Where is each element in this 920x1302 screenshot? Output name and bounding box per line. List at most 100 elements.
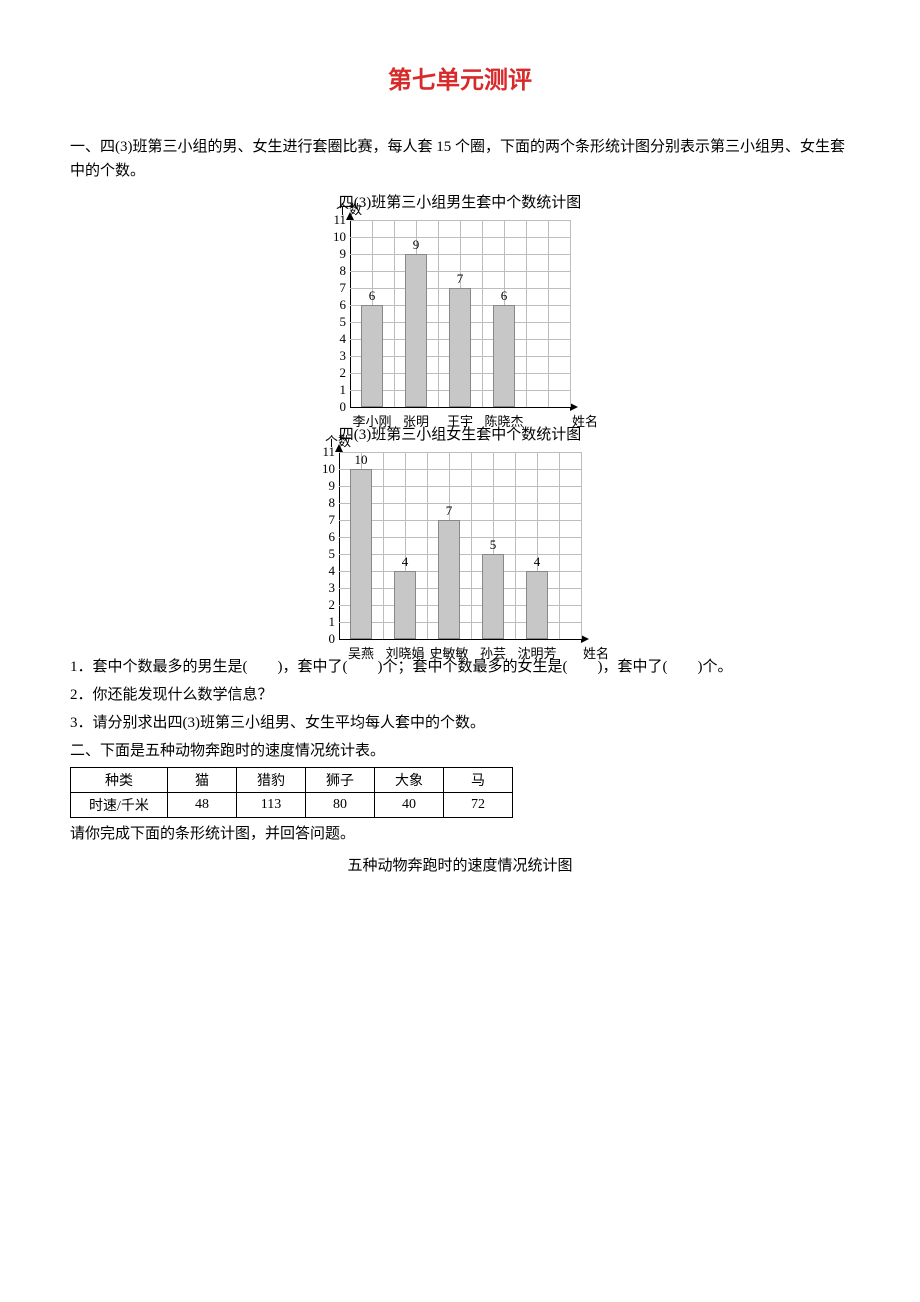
q1-intro: 一、四(3)班第三小组的男、女生进行套圈比赛，每人套 15 个圈，下面的两个条形… [70, 135, 850, 183]
y-tick-label: 7 [340, 280, 351, 296]
y-tick-label: 6 [329, 529, 340, 545]
boys-chart: 01234567891011个数姓名6李小刚9张明7王宇6陈晓杰 [350, 220, 570, 407]
y-tick-label: 0 [340, 399, 351, 415]
gridline [515, 452, 516, 639]
bar: 4 [394, 571, 416, 639]
y-tick-label: 0 [329, 631, 340, 647]
gridline [339, 537, 581, 538]
y-tick-label: 5 [340, 314, 351, 330]
x-tick-label: 沈明芳 [515, 639, 559, 662]
gridline [339, 486, 581, 487]
gridline [350, 237, 570, 238]
y-tick-label: 5 [329, 546, 340, 562]
gridline [339, 452, 581, 453]
bar: 7 [438, 520, 460, 639]
gridline [339, 503, 581, 504]
x-tick-label: 李小刚 [350, 407, 394, 430]
gridline [526, 220, 527, 407]
gridline [339, 520, 581, 521]
y-tick-label: 9 [340, 246, 351, 262]
bar-value-label: 10 [351, 452, 371, 470]
table-cell: 时速/千米 [71, 793, 168, 818]
y-tick-label: 1 [329, 614, 340, 630]
table-header-cell: 猎豹 [237, 768, 306, 793]
gridline [350, 254, 570, 255]
table-cell: 72 [444, 793, 513, 818]
x-tick-label: 孙芸 [471, 639, 515, 662]
table-row: 时速/千米48113804072 [71, 793, 513, 818]
boys-chart-title: 四(3)班第三小组男生套中个数统计图 [70, 191, 850, 212]
x-axis-title: 姓名 [581, 639, 609, 662]
q2-followup: 请你完成下面的条形统计图，并回答问题。 [70, 822, 850, 846]
table-row: 种类猫猎豹狮子大象马 [71, 768, 513, 793]
gridline [559, 452, 560, 639]
gridline [482, 220, 483, 407]
table-cell: 40 [375, 793, 444, 818]
gridline [548, 220, 549, 407]
table-header-cell: 大象 [375, 768, 444, 793]
table-header-cell: 狮子 [306, 768, 375, 793]
y-tick-label: 4 [340, 331, 351, 347]
bar-value-label: 5 [483, 537, 503, 555]
bar: 5 [482, 554, 504, 639]
gridline [383, 452, 384, 639]
gridline [471, 452, 472, 639]
bar: 4 [526, 571, 548, 639]
bar-value-label: 7 [450, 271, 470, 289]
x-tick-label: 吴燕 [339, 639, 383, 662]
y-tick-label: 2 [329, 597, 340, 613]
y-tick-label: 10 [322, 461, 339, 477]
table-cell: 113 [237, 793, 306, 818]
bar: 10 [350, 469, 372, 639]
bar-value-label: 6 [362, 288, 382, 306]
q1-sub3: 3．请分别求出四(3)班第三小组男、女生平均每人套中的个数。 [70, 711, 850, 735]
x-tick-label: 王宇 [438, 407, 482, 430]
gridline [350, 220, 570, 221]
bar: 6 [493, 305, 515, 407]
q1-sub2: 2．你还能发现什么数学信息？ [70, 683, 850, 707]
table-cell: 48 [168, 793, 237, 818]
q2-chart-title: 五种动物奔跑时的速度情况统计图 [70, 854, 850, 875]
y-tick-label: 3 [329, 580, 340, 596]
y-tick-label: 1 [340, 382, 351, 398]
gridline [438, 220, 439, 407]
bar-value-label: 4 [527, 554, 547, 572]
gridline [427, 452, 428, 639]
girls-chart: 01234567891011个数姓名10吴燕4刘晓娟7史敏敏5孙芸4沈明芳 [339, 452, 581, 639]
bar: 9 [405, 254, 427, 407]
gridline [394, 220, 395, 407]
y-tick-label: 4 [329, 563, 340, 579]
table-cell: 80 [306, 793, 375, 818]
y-tick-label: 3 [340, 348, 351, 364]
table-header-cell: 猫 [168, 768, 237, 793]
y-tick-label: 8 [340, 263, 351, 279]
bar-value-label: 6 [494, 288, 514, 306]
bar-value-label: 4 [395, 554, 415, 572]
girls-chart-wrap: 01234567891011个数姓名10吴燕4刘晓娟7史敏敏5孙芸4沈明芳 [70, 452, 850, 639]
x-tick-label: 陈晓杰 [482, 407, 526, 430]
animal-table: 种类猫猎豹狮子大象马时速/千米48113804072 [70, 767, 513, 818]
bar-value-label: 9 [406, 237, 426, 255]
y-tick-label: 2 [340, 365, 351, 381]
x-tick-label: 张明 [394, 407, 438, 430]
y-tick-label: 8 [329, 495, 340, 511]
x-tick-label: 刘晓娟 [383, 639, 427, 662]
bar: 7 [449, 288, 471, 407]
page-title: 第七单元测评 [70, 60, 850, 95]
gridline [570, 220, 571, 407]
y-axis-title: 个数 [336, 199, 362, 220]
y-tick-label: 7 [329, 512, 340, 528]
x-tick-label: 史敏敏 [427, 639, 471, 662]
y-tick-label: 6 [340, 297, 351, 313]
y-tick-label: 9 [329, 478, 340, 494]
gridline [581, 452, 582, 639]
bar-value-label: 7 [439, 503, 459, 521]
table-header-cell: 马 [444, 768, 513, 793]
bar: 6 [361, 305, 383, 407]
gridline [339, 469, 581, 470]
y-axis-title: 个数 [325, 431, 351, 452]
boys-chart-wrap: 01234567891011个数姓名6李小刚9张明7王宇6陈晓杰 [70, 220, 850, 407]
q2-intro: 二、下面是五种动物奔跑时的速度情况统计表。 [70, 739, 850, 763]
table-header-cell: 种类 [71, 768, 168, 793]
y-tick-label: 10 [333, 229, 350, 245]
